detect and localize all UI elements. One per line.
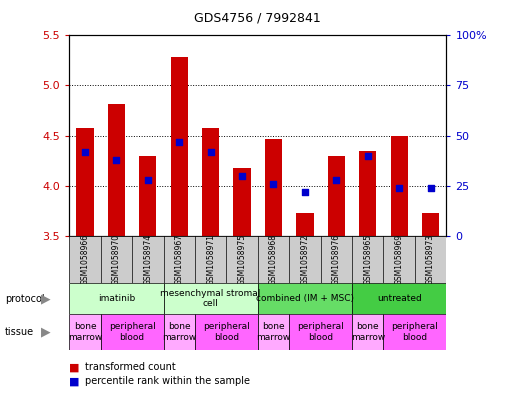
Text: percentile rank within the sample: percentile rank within the sample <box>85 376 250 386</box>
Bar <box>69 283 164 314</box>
Text: GSM1058976: GSM1058976 <box>332 234 341 285</box>
Text: imatinib: imatinib <box>98 294 135 303</box>
Text: peripheral
blood: peripheral blood <box>203 322 250 342</box>
Bar <box>101 314 164 350</box>
Point <box>395 185 403 191</box>
Text: bone
marrow: bone marrow <box>68 322 102 342</box>
Bar <box>258 283 352 314</box>
Bar <box>352 314 383 350</box>
Text: tissue: tissue <box>5 327 34 337</box>
Text: GSM1058968: GSM1058968 <box>269 234 278 285</box>
Text: bone
marrow: bone marrow <box>256 322 291 342</box>
Text: GSM1058975: GSM1058975 <box>238 234 247 285</box>
Bar <box>383 314 446 350</box>
Point <box>426 185 435 191</box>
Text: GDS4756 / 7992841: GDS4756 / 7992841 <box>194 12 321 25</box>
Text: mesenchymal stromal
cell: mesenchymal stromal cell <box>161 289 261 309</box>
Point <box>332 176 341 183</box>
Text: GSM1058970: GSM1058970 <box>112 234 121 285</box>
Text: untreated: untreated <box>377 294 422 303</box>
Text: ▶: ▶ <box>42 325 51 339</box>
Bar <box>202 128 219 236</box>
Bar <box>76 128 93 236</box>
Bar <box>164 283 258 314</box>
Text: bone
marrow: bone marrow <box>350 322 385 342</box>
Text: ■: ■ <box>69 362 80 373</box>
Text: ▶: ▶ <box>42 292 51 305</box>
Bar <box>164 314 195 350</box>
Point <box>175 138 183 145</box>
Text: GSM1058965: GSM1058965 <box>363 234 372 285</box>
Text: bone
marrow: bone marrow <box>162 322 196 342</box>
Bar <box>171 57 188 236</box>
Text: peripheral
blood: peripheral blood <box>297 322 344 342</box>
Text: GSM1058966: GSM1058966 <box>81 234 89 285</box>
Point <box>81 149 89 155</box>
Bar <box>108 103 125 236</box>
Text: peripheral
blood: peripheral blood <box>391 322 438 342</box>
Text: GSM1058967: GSM1058967 <box>175 234 184 285</box>
Point <box>144 176 152 183</box>
Text: GSM1058972: GSM1058972 <box>301 234 309 285</box>
Point <box>269 180 278 187</box>
Bar <box>258 314 289 350</box>
Bar <box>297 213 313 236</box>
Text: transformed count: transformed count <box>85 362 175 373</box>
Bar <box>195 314 258 350</box>
Text: combined (IM + MSC): combined (IM + MSC) <box>256 294 354 303</box>
Text: GSM1058971: GSM1058971 <box>206 234 215 285</box>
Bar <box>233 168 251 236</box>
Text: protocol: protocol <box>5 294 45 304</box>
Text: GSM1058969: GSM1058969 <box>394 234 404 285</box>
Point <box>301 189 309 195</box>
Bar <box>352 283 446 314</box>
Text: GSM1058973: GSM1058973 <box>426 234 435 285</box>
Bar <box>69 314 101 350</box>
Text: ■: ■ <box>69 376 80 386</box>
Bar <box>328 156 345 236</box>
Bar <box>422 213 439 236</box>
Point <box>238 173 246 179</box>
Bar <box>390 136 408 236</box>
Text: GSM1058974: GSM1058974 <box>143 234 152 285</box>
Bar <box>139 156 156 236</box>
Bar <box>359 151 377 236</box>
Point <box>112 156 121 163</box>
Point <box>207 149 215 155</box>
Text: peripheral
blood: peripheral blood <box>109 322 155 342</box>
Bar <box>265 139 282 236</box>
Bar <box>289 314 352 350</box>
Point <box>364 152 372 159</box>
